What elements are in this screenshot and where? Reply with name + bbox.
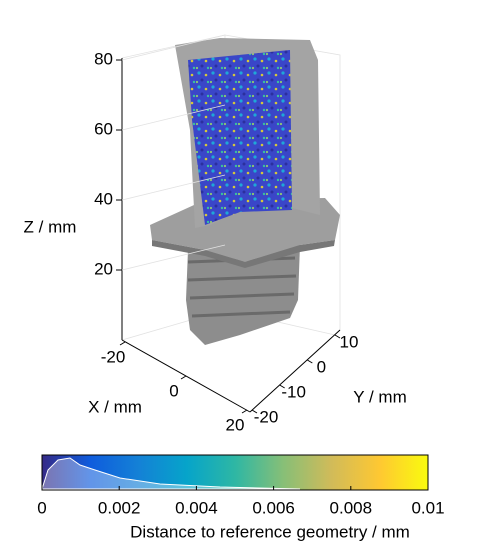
z-tick-label: 40 bbox=[94, 189, 113, 208]
x-tick-label: -20 bbox=[101, 347, 126, 366]
x-tick bbox=[181, 376, 186, 379]
colorbar-label: Distance to reference geometry / mm bbox=[130, 522, 410, 541]
y-tick bbox=[307, 360, 312, 363]
z-axis-label: Z / mm bbox=[24, 217, 77, 236]
colorbar-tick-label: 0.006 bbox=[252, 498, 295, 517]
z-tick-label: 20 bbox=[94, 259, 113, 278]
y-tick-label: -10 bbox=[281, 382, 306, 401]
x-tick bbox=[120, 342, 125, 345]
colorbar-tick-label: 0.008 bbox=[330, 498, 373, 517]
y-tick-label: 0 bbox=[317, 357, 326, 376]
z-tick-label: 60 bbox=[94, 119, 113, 138]
y-tick-label: 10 bbox=[340, 332, 359, 351]
colorbar-tick-label: 0 bbox=[37, 498, 46, 517]
y-tick-label: -20 bbox=[254, 407, 279, 426]
chart: Z / mm X / mm Y / mm Distance to referen… bbox=[0, 0, 484, 548]
x-tick-label: 20 bbox=[226, 415, 245, 434]
x-tick bbox=[242, 410, 247, 413]
x-tick-label: 0 bbox=[169, 381, 178, 400]
z-tick-label: 80 bbox=[94, 49, 113, 68]
y-axis-label: Y / mm bbox=[353, 387, 407, 406]
x-axis-label: X / mm bbox=[88, 397, 142, 416]
colorbar-tick-label: 0.004 bbox=[175, 498, 218, 517]
colorbar-tick-label: 0.01 bbox=[411, 498, 444, 517]
colorbar-tick-label: 0.002 bbox=[98, 498, 141, 517]
blade bbox=[150, 38, 340, 345]
